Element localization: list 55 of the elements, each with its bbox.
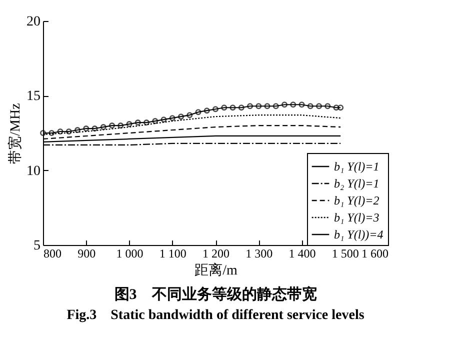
legend-label: b₁ Y(l))=4 (334, 228, 384, 242)
point (160, 116, 167, 123)
y-axis-title: 带宽/MHz (8, 103, 24, 164)
legend-label: b₁ Y(l)=3 (334, 210, 380, 224)
point (48, 130, 55, 136)
point (316, 103, 322, 110)
x-axis-title: 距离/m (194, 262, 238, 278)
legend-label: b₁ Y(l)=2 (334, 194, 380, 208)
point (195, 109, 202, 116)
point (298, 102, 305, 108)
text: 图3 不同业务等级的静态带宽 (114, 285, 317, 303)
point (186, 112, 193, 118)
x-tick-label: 1 600 (362, 246, 388, 260)
legend-label: b₂ Y(l)=1 (334, 176, 380, 190)
x-tick-label: 1 300 (246, 246, 273, 260)
point (57, 128, 64, 134)
y-tick-label: 20 (26, 14, 40, 30)
point (92, 126, 98, 132)
point (230, 104, 236, 111)
point (74, 127, 80, 134)
point (290, 102, 296, 108)
point (272, 103, 279, 110)
point (238, 104, 244, 111)
point (307, 103, 314, 110)
point (169, 115, 176, 122)
point (264, 103, 270, 110)
point (118, 122, 124, 129)
y-tick-label: 10 (26, 164, 40, 179)
x-tick-label: 1 500 (332, 246, 359, 260)
point (100, 124, 106, 130)
x-tick-label: 1 400 (288, 246, 316, 260)
y-tick-label: 5 (34, 238, 40, 254)
x-tick-label: 1 200 (202, 246, 230, 260)
x-tick-label: 900 (78, 246, 96, 260)
point (126, 121, 132, 128)
x-tick-label: 1 100 (159, 246, 186, 260)
point (152, 118, 158, 124)
point (66, 128, 72, 134)
point (144, 120, 150, 126)
point (134, 120, 141, 126)
point (204, 108, 210, 114)
point (256, 103, 262, 110)
point (212, 106, 218, 112)
point (221, 104, 228, 111)
legend-label: b₁ Y(l)=1 (334, 160, 380, 174)
point (109, 122, 115, 129)
text: Fig.3 Static bandwidth of different service levels (66, 308, 365, 323)
y-tick-label: 15 (26, 89, 40, 104)
x-tick-label: 1 000 (116, 246, 144, 260)
point (282, 102, 288, 108)
point (83, 126, 90, 132)
point (247, 103, 253, 110)
x-tick-label: 800 (44, 246, 62, 260)
point (324, 103, 331, 110)
point (178, 114, 184, 120)
